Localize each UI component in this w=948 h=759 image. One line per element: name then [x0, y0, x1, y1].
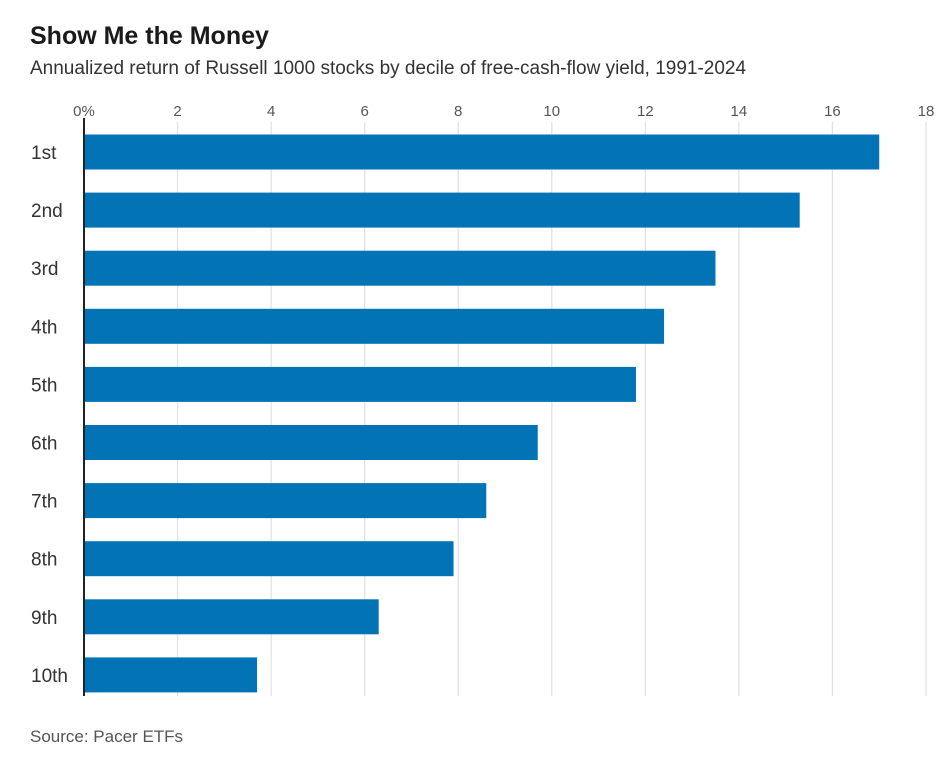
category-label: 6th [31, 434, 57, 455]
category-label: 8th [31, 550, 57, 571]
bar-chart: 0% 2 4 6 8 10 12 14 16 18 1st 2nd 3rd 4th 5th 6th 7th 8th… [31, 103, 935, 696]
category-label: 3rd [31, 259, 58, 280]
bar-4th [84, 308, 665, 344]
x-tick-label: 16 [824, 103, 841, 120]
x-tick-label: 6 [360, 103, 368, 120]
x-tick-label: 0% [73, 103, 95, 120]
category-label: 2nd [31, 201, 63, 222]
chart-title: Show Me the Money [30, 22, 269, 50]
bar-6th [84, 425, 538, 460]
x-tick-label: 12 [637, 103, 654, 120]
category-label: 10th [31, 666, 68, 687]
chart-subtitle: Annualized return of Russell 1000 stocks… [30, 58, 747, 79]
category-label: 1st [31, 143, 57, 164]
category-label: 5th [31, 375, 57, 396]
source-note: Source: Pacer ETFs [30, 727, 184, 746]
x-tick-label: 10 [543, 103, 560, 120]
bar-3rd [84, 250, 716, 286]
x-tick-label: 2 [173, 103, 181, 120]
category-label: 9th [31, 608, 57, 629]
category-label: 4th [31, 317, 57, 338]
x-tick-label: 18 [918, 103, 935, 120]
bar-2nd [84, 192, 800, 228]
x-tick-label: 8 [454, 103, 462, 120]
bar-7th [84, 483, 487, 519]
x-tick-label: 4 [267, 103, 275, 120]
bar-9th [84, 599, 379, 635]
bar-1st [84, 134, 880, 170]
x-tick-label: 14 [731, 103, 748, 120]
bar-8th [84, 541, 454, 577]
bar-5th [84, 366, 636, 402]
bar-10th [84, 657, 258, 693]
category-label: 7th [31, 492, 57, 513]
